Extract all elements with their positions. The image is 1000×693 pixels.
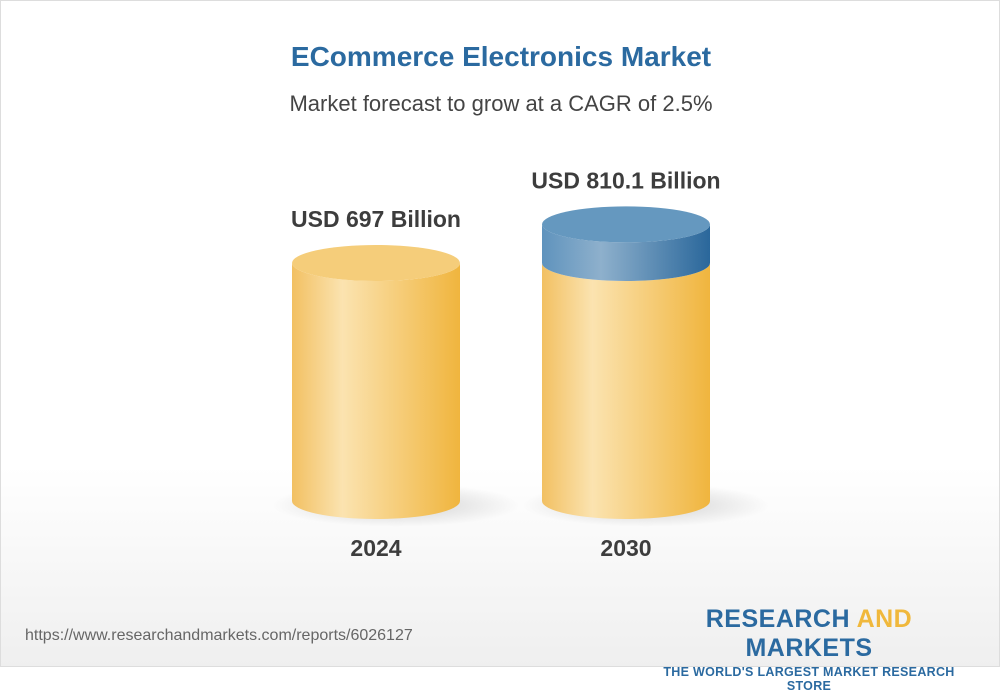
research-and-markets-logo: RESEARCH AND MARKETS THE WORLD'S LARGEST…	[641, 605, 977, 693]
source-url[interactable]: https://www.researchandmarkets.com/repor…	[25, 627, 413, 644]
bar-2024-top	[292, 245, 460, 281]
data-label: USD 810.1 Billion	[531, 167, 720, 193]
bar-2030-base	[542, 263, 710, 519]
cylinder-chart: USD 697 Billion 2024 USD 810.1 Billion 2030	[272, 167, 770, 561]
logo-tagline: THE WORLD'S LARGEST MARKET RESEARCH STOR…	[663, 665, 955, 693]
bar-2030-growth	[542, 224, 710, 281]
category-label: 2030	[600, 535, 651, 561]
chart-subtitle: Market forecast to grow at a CAGR of 2.5…	[289, 91, 713, 116]
bar-2024-base	[292, 263, 460, 519]
category-label: 2024	[350, 535, 401, 561]
bar-2030-top	[542, 206, 710, 243]
chart-title: ECommerce Electronics Market	[290, 41, 712, 72]
data-label: USD 697 Billion	[291, 206, 461, 232]
